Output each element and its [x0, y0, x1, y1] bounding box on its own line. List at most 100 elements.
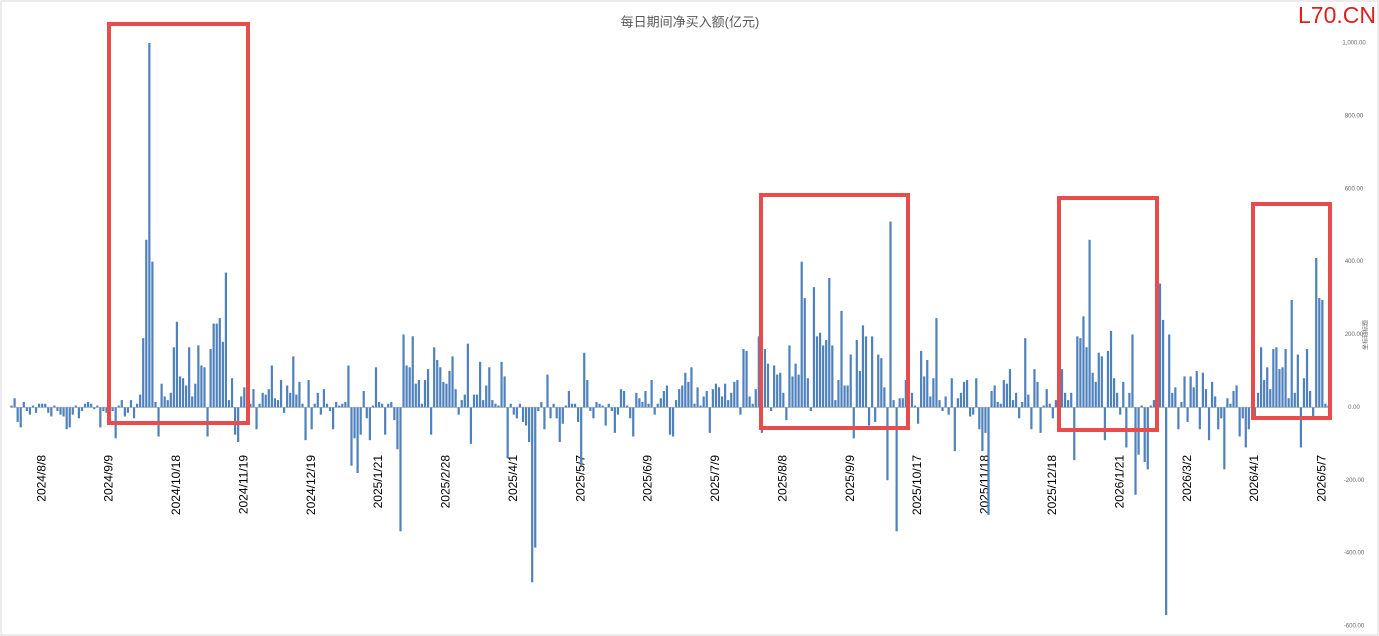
bar [1073, 407, 1076, 461]
bar [163, 396, 166, 408]
bar [273, 398, 277, 408]
bar [417, 380, 420, 408]
bar [1125, 407, 1128, 448]
bar [154, 401, 157, 408]
bar [1263, 380, 1266, 408]
bar [224, 272, 228, 408]
bar [1112, 378, 1116, 408]
bar [1305, 349, 1309, 408]
bar [1070, 392, 1073, 408]
bar [44, 403, 47, 408]
bar [570, 403, 574, 408]
bar [322, 389, 326, 408]
y-tick-label: 400.00 [1345, 259, 1364, 265]
x-tick-label: 2026/1/21 [1112, 455, 1126, 509]
highlight-box [1057, 196, 1159, 432]
bar [855, 339, 858, 408]
bar [1002, 380, 1005, 408]
x-tick-label: 2025/2/28 [439, 455, 453, 509]
bar [524, 407, 528, 426]
bar [1063, 392, 1067, 408]
bar [999, 403, 1002, 408]
bar [1106, 350, 1110, 408]
bar [1143, 407, 1146, 463]
bar [668, 407, 672, 435]
bar [399, 407, 402, 532]
bar [561, 407, 564, 424]
bar [635, 392, 638, 408]
bar [920, 350, 923, 408]
x-tick-label: 2025/9/9 [843, 455, 857, 502]
bar [310, 407, 313, 430]
bar [472, 394, 476, 408]
bar [117, 405, 120, 408]
bar [371, 405, 375, 408]
bar [243, 387, 246, 408]
bar [714, 383, 718, 408]
bar [414, 383, 417, 408]
bar [1281, 367, 1284, 408]
bar [730, 392, 733, 408]
bar [221, 341, 224, 408]
bar [622, 390, 626, 408]
bar [662, 390, 665, 408]
bar [1198, 407, 1201, 430]
bar [139, 394, 142, 408]
bar [953, 407, 956, 452]
bar [537, 407, 540, 412]
bar [1171, 392, 1174, 408]
bar [518, 403, 522, 408]
bar [748, 396, 751, 408]
bar [99, 407, 102, 428]
bar [901, 398, 904, 408]
bar [126, 407, 130, 413]
bar [430, 407, 433, 435]
bar [717, 387, 721, 408]
bar [1021, 401, 1024, 408]
bar [411, 336, 414, 408]
bar [800, 261, 803, 408]
bar [90, 403, 93, 408]
bar [1318, 298, 1321, 408]
bar [1067, 400, 1070, 408]
bar [1165, 407, 1168, 616]
bar [941, 407, 944, 412]
bar [276, 400, 280, 408]
bar [754, 389, 757, 408]
bar [1122, 381, 1125, 408]
bar [913, 405, 917, 408]
bar [696, 387, 699, 408]
bar [212, 323, 215, 408]
bar [972, 407, 975, 415]
bar [93, 407, 96, 410]
bar [965, 380, 969, 408]
bar [475, 394, 479, 408]
bar [362, 390, 365, 408]
bar [711, 389, 714, 408]
bar [757, 336, 760, 408]
x-tick-label: 2024/10/18 [169, 455, 183, 515]
bar [295, 394, 298, 408]
bar [1051, 407, 1054, 419]
bar [1054, 400, 1057, 408]
bar [313, 403, 316, 408]
bar [120, 400, 123, 408]
bar [1312, 407, 1315, 419]
bar [996, 401, 999, 408]
bar [479, 361, 482, 408]
bar [1158, 283, 1162, 408]
bar [555, 407, 558, 419]
bar [1014, 392, 1018, 408]
bar [858, 370, 861, 408]
bar [779, 372, 782, 408]
bar [65, 407, 68, 430]
bar [843, 385, 846, 408]
bar [540, 401, 543, 408]
bar [678, 389, 681, 408]
bar [1091, 372, 1094, 408]
x-tick-label: 2024/12/19 [304, 455, 318, 515]
y-tick-label: 1,000.00 [1342, 41, 1366, 47]
bar [491, 400, 494, 408]
bar [1192, 387, 1195, 408]
bar [1278, 369, 1281, 408]
